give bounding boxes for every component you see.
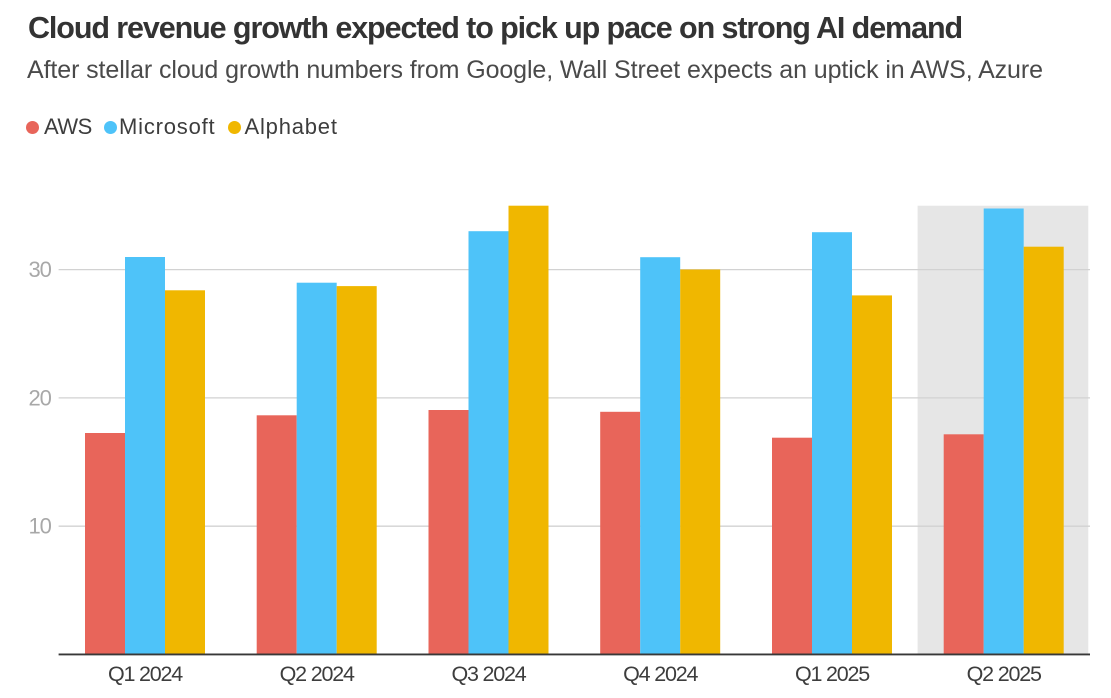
svg-text:20: 20 [29,385,52,410]
svg-text:10: 10 [29,514,52,539]
svg-text:Q3 2024: Q3 2024 [451,662,526,686]
svg-text:Q1 2025: Q1 2025 [795,662,870,686]
svg-text:Q1 2024: Q1 2024 [108,662,183,686]
svg-text:Q2 2024: Q2 2024 [280,662,355,686]
svg-text:Q4 2024: Q4 2024 [623,662,698,686]
svg-text:Q2 2025: Q2 2025 [967,662,1042,686]
svg-text:30: 30 [29,257,52,282]
